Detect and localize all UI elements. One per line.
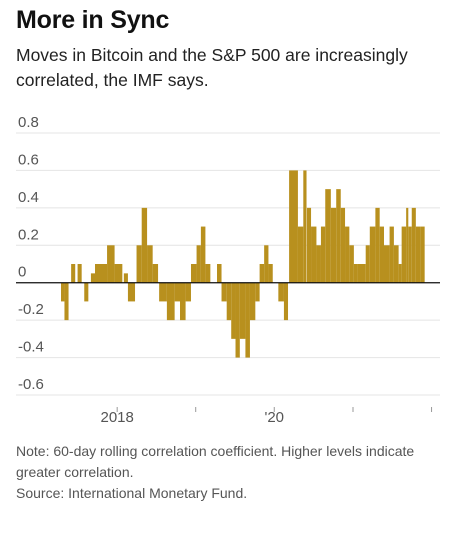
- bar: [398, 264, 402, 283]
- y-tick-label: 0: [18, 264, 26, 281]
- x-tick-label: '20: [264, 409, 284, 426]
- bar: [393, 245, 399, 283]
- bar: [283, 282, 289, 321]
- bar: [297, 226, 304, 283]
- bar: [415, 226, 421, 283]
- bar: [90, 273, 96, 283]
- note-text: Note: 60-day rolling correlation coeffic…: [16, 443, 415, 480]
- y-tick-label: 0.6: [18, 151, 39, 168]
- bar: [311, 226, 317, 283]
- bar: [141, 207, 148, 283]
- bar: [255, 282, 260, 302]
- bar: [180, 282, 186, 321]
- bar: [353, 264, 358, 283]
- bar: [340, 207, 346, 283]
- bar: [196, 245, 201, 283]
- bar: [205, 264, 211, 283]
- bar: [136, 245, 142, 283]
- bar: [330, 207, 337, 283]
- bar: [379, 226, 384, 283]
- bar: [408, 226, 412, 283]
- bar: [357, 264, 366, 283]
- bars: [61, 170, 425, 358]
- bar: [107, 245, 115, 283]
- bar: [190, 264, 197, 283]
- bar: [264, 245, 269, 283]
- bar: [71, 264, 76, 283]
- bar: [123, 273, 128, 283]
- y-tick-label: 0.4: [18, 189, 39, 206]
- bar: [249, 282, 256, 321]
- bar: [389, 226, 394, 283]
- bar: [95, 264, 108, 283]
- bar: [239, 282, 246, 339]
- bar: [365, 245, 370, 283]
- bar: [336, 189, 341, 283]
- gridlines: [16, 132, 440, 396]
- chart-title: More in Sync: [16, 6, 170, 34]
- bar-chart: 0.8 0.6 0.4 0.2 0 -0.2 -0.4 -0.6 2018 '20: [16, 114, 440, 426]
- bar: [152, 264, 159, 283]
- bar: [420, 226, 425, 283]
- bar: [306, 207, 312, 283]
- bar: [401, 226, 407, 283]
- bar: [166, 282, 175, 321]
- bar: [84, 282, 89, 302]
- x-tick-label: 2018: [100, 409, 133, 426]
- bar: [289, 170, 298, 283]
- y-tick-label: -0.2: [18, 301, 44, 318]
- bar: [200, 226, 206, 283]
- bar: [345, 226, 350, 283]
- bar: [61, 282, 65, 302]
- source-text: Source: International Monetary Fund.: [16, 485, 248, 501]
- bar: [226, 282, 232, 321]
- bar: [316, 245, 321, 283]
- bar: [369, 226, 376, 283]
- bar: [77, 264, 82, 283]
- y-axis-labels: 0.8 0.6 0.4 0.2 0 -0.2 -0.4 -0.6: [18, 114, 44, 393]
- bar: [235, 282, 240, 358]
- bar: [217, 264, 222, 283]
- bar: [221, 282, 227, 302]
- bar: [278, 282, 284, 302]
- bar: [406, 207, 409, 283]
- bar: [127, 282, 136, 302]
- bar: [185, 282, 191, 302]
- x-axis: 2018 '20: [100, 407, 433, 426]
- bar: [320, 226, 326, 283]
- bar: [325, 189, 331, 283]
- bar: [411, 207, 416, 283]
- bar: [159, 282, 167, 302]
- bar: [383, 245, 390, 283]
- bar: [303, 170, 307, 283]
- y-tick-label: 0.2: [18, 226, 39, 243]
- chart-subtitle: Moves in Bitcoin and the S&P 500 are inc…: [16, 45, 408, 90]
- chart-footnote: Note: 60-day rolling correlation coeffic…: [16, 441, 446, 504]
- y-tick-label: 0.8: [18, 114, 39, 131]
- y-tick-label: -0.6: [18, 376, 44, 393]
- bar: [231, 282, 236, 339]
- bar: [259, 264, 265, 283]
- bar: [245, 282, 250, 358]
- bar: [147, 245, 153, 283]
- bar: [114, 264, 123, 283]
- bar: [174, 282, 181, 302]
- bar: [268, 264, 273, 283]
- bar: [349, 245, 354, 283]
- bar: [375, 207, 380, 283]
- bar: [64, 282, 69, 321]
- y-tick-label: -0.4: [18, 339, 44, 356]
